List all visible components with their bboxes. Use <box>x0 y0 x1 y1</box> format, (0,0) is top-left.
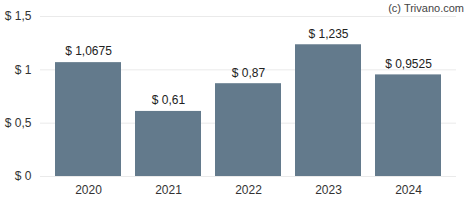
svg-text:$ 0,5: $ 0,5 <box>5 116 32 130</box>
svg-text:$ 1,5: $ 1,5 <box>5 9 32 23</box>
svg-text:$ 1,0675: $ 1,0675 <box>65 44 112 58</box>
svg-text:$ 0,9525: $ 0,9525 <box>385 57 432 71</box>
svg-text:2020: 2020 <box>75 183 102 197</box>
svg-text:$ 0,61: $ 0,61 <box>152 93 186 107</box>
html-text:(c) Trivano.com: (c) Trivano.com <box>388 2 464 14</box>
svg-text:$ 1: $ 1 <box>15 63 32 77</box>
svg-text:2023: 2023 <box>315 183 342 197</box>
svg-text:2024: 2024 <box>395 183 422 197</box>
svg-text:$ 0,87: $ 0,87 <box>232 66 266 80</box>
svg-text:$ 1,235: $ 1,235 <box>308 27 348 41</box>
svg-text:2021: 2021 <box>155 183 182 197</box>
svg-text:$ 0: $ 0 <box>15 169 32 183</box>
svg-text:2022: 2022 <box>235 183 262 197</box>
